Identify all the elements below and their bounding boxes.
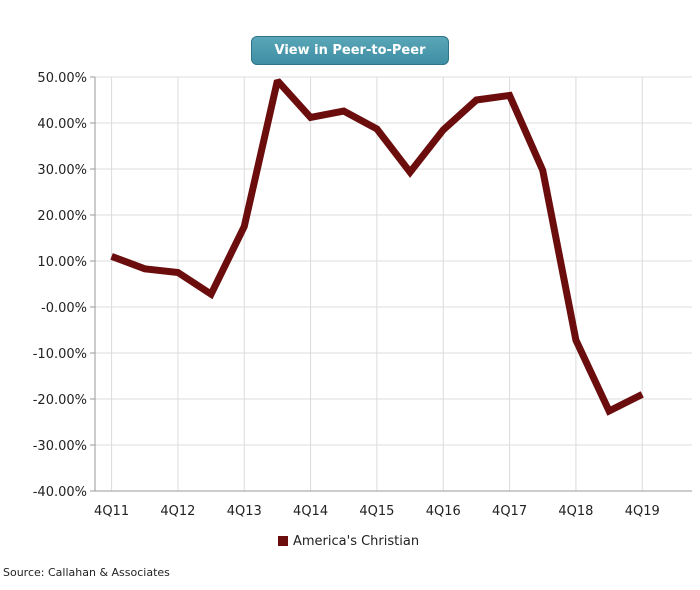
legend-swatch-americas-christian bbox=[278, 536, 288, 546]
y-tick-label: -0.00% bbox=[41, 301, 87, 316]
axes bbox=[94, 77, 692, 492]
y-axis-ticks: 50.00% 40.00% 30.00% 20.00% 10.00% -0.00% -10.… bbox=[33, 71, 95, 500]
y-tick-label: -30.00% bbox=[33, 439, 87, 454]
x-tick-label: 4Q17 bbox=[492, 504, 527, 519]
y-tick-label: 40.00% bbox=[37, 117, 87, 132]
y-tick-label: -40.00% bbox=[33, 485, 87, 500]
x-tick-label: 4Q18 bbox=[558, 504, 593, 519]
y-tick-label: 20.00% bbox=[37, 209, 87, 224]
x-tick-label: 4Q14 bbox=[293, 504, 328, 519]
y-tick-label: 50.00% bbox=[37, 71, 87, 86]
x-tick-label: 4Q19 bbox=[625, 504, 660, 519]
grid-lines bbox=[95, 76, 692, 492]
x-tick-label: 4Q15 bbox=[359, 504, 394, 519]
view-in-peer-to-peer-button[interactable]: View in Peer-to-Peer bbox=[251, 36, 449, 65]
series-line-americas-christian bbox=[110, 78, 644, 416]
y-tick-label: 30.00% bbox=[37, 163, 87, 178]
series-layer bbox=[110, 78, 644, 416]
legend-label-americas-christian: America's Christian bbox=[293, 534, 419, 549]
x-axis-ticks: 4Q11 4Q12 4Q13 4Q14 4Q15 4Q16 4Q17 4Q18 4Q19 bbox=[94, 504, 660, 519]
y-tick-label: 10.00% bbox=[37, 255, 87, 270]
legend: America's Christian bbox=[278, 534, 419, 549]
x-tick-label: 4Q16 bbox=[426, 504, 461, 519]
x-tick-label: 4Q12 bbox=[160, 504, 195, 519]
x-tick-label: 4Q13 bbox=[227, 504, 262, 519]
y-tick-label: -20.00% bbox=[33, 393, 87, 408]
x-tick-label: 4Q11 bbox=[94, 504, 129, 519]
source-note: Source: Callahan & Associates bbox=[3, 566, 170, 579]
y-tick-label: -10.00% bbox=[33, 347, 87, 362]
